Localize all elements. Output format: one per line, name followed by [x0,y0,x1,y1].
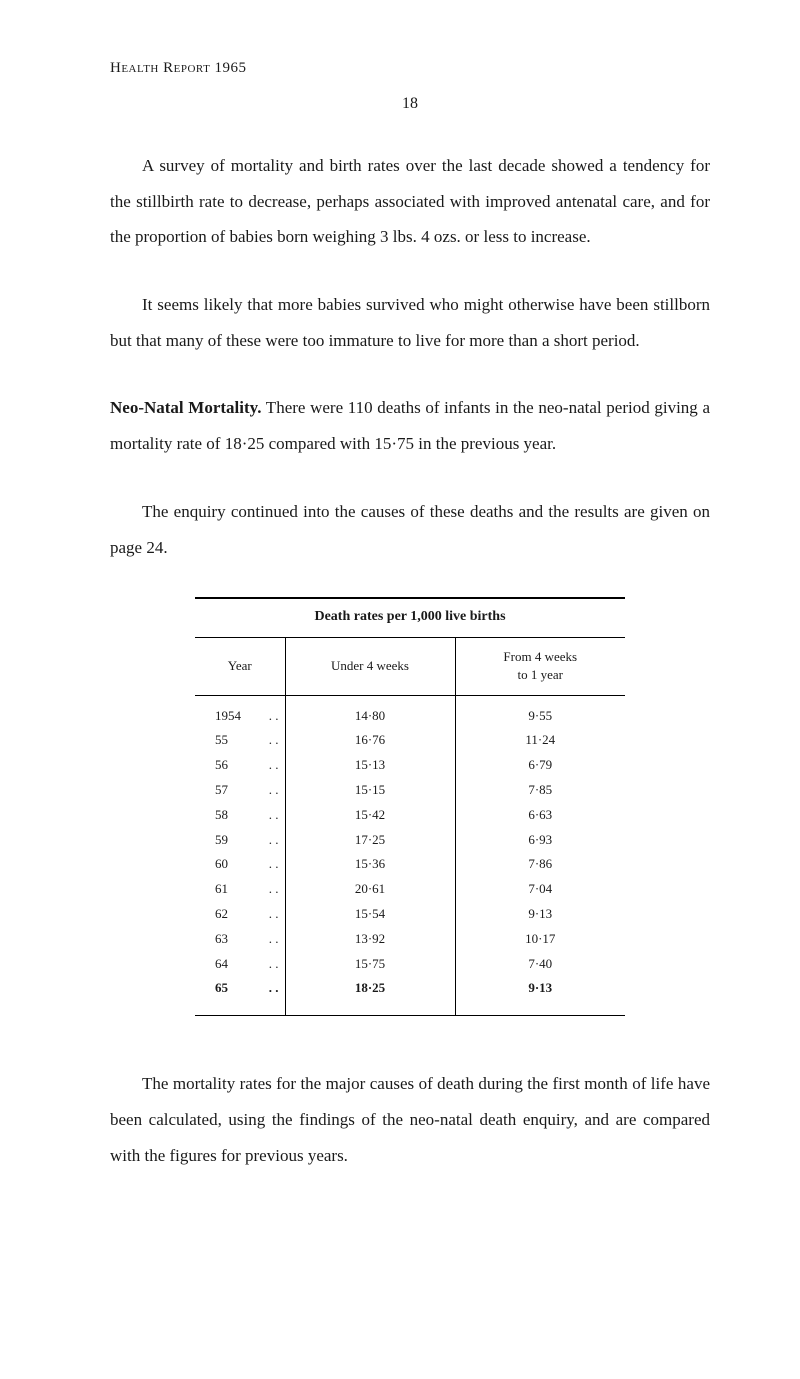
from4-cell: 9·13 [455,976,625,1015]
under4-cell: 20·61 [285,877,455,902]
table-row: 55. .16·7611·24 [195,728,625,753]
table-row: 64. .15·757·40 [195,952,625,977]
table-header-row: Year Under 4 weeks From 4 weeks to 1 yea… [195,638,625,695]
mortality-table: Year Under 4 weeks From 4 weeks to 1 yea… [195,637,625,1015]
from4-cell: 7·04 [455,877,625,902]
table-row: 63. .13·9210·17 [195,927,625,952]
under4-cell: 15·36 [285,852,455,877]
table-row: 58. .15·426·63 [195,803,625,828]
paragraph-2: It seems likely that more babies survive… [110,287,710,358]
under4-cell: 13·92 [285,927,455,952]
table-title: Death rates per 1,000 live births [195,598,625,637]
from4-cell: 10·17 [455,927,625,952]
year-cell: 64. . [195,952,285,977]
from4-cell: 9·13 [455,902,625,927]
from4-cell: 6·93 [455,828,625,853]
table-row: 59. .17·256·93 [195,828,625,853]
under4-cell: 15·15 [285,778,455,803]
document-header: Health Report 1965 [110,60,710,77]
table-row: 61. .20·617·04 [195,877,625,902]
table-row: 60. .15·367·86 [195,852,625,877]
table-row: 57. .15·157·85 [195,778,625,803]
year-cell: 56. . [195,753,285,778]
table-row: 56. .15·136·79 [195,753,625,778]
under4-cell: 15·13 [285,753,455,778]
from4-cell: 6·79 [455,753,625,778]
year-cell: 62. . [195,902,285,927]
under4-cell: 14·80 [285,695,455,728]
year-cell: 61. . [195,877,285,902]
table-row: 1954. .14·809·55 [195,695,625,728]
under4-cell: 15·42 [285,803,455,828]
from4-cell: 7·86 [455,852,625,877]
mortality-table-container: Death rates per 1,000 live births Year U… [195,597,625,1016]
table-row: 65. .18·259·13 [195,976,625,1015]
under4-cell: 17·25 [285,828,455,853]
year-cell: 58. . [195,803,285,828]
year-cell: 59. . [195,828,285,853]
from4-cell: 9·55 [455,695,625,728]
under4-cell: 15·75 [285,952,455,977]
from4-cell: 11·24 [455,728,625,753]
under4-cell: 15·54 [285,902,455,927]
under4-cell: 16·76 [285,728,455,753]
year-cell: 55. . [195,728,285,753]
column-header-under4: Under 4 weeks [285,638,455,695]
paragraph-5: The mortality rates for the major causes… [110,1066,710,1173]
year-cell: 57. . [195,778,285,803]
column-header-year: Year [195,638,285,695]
section-title: Neo-Natal Mortality. [110,398,261,417]
paragraph-4: The enquiry continued into the causes of… [110,494,710,565]
from4-cell: 7·85 [455,778,625,803]
from4-cell: 6·63 [455,803,625,828]
under4-cell: 18·25 [285,976,455,1015]
year-cell: 65. . [195,976,285,1015]
from4-cell: 7·40 [455,952,625,977]
paragraph-3: Neo-Natal Mortality. There were 110 deat… [110,390,710,461]
paragraph-1: A survey of mortality and birth rates ov… [110,148,710,255]
table-row: 62. .15·549·13 [195,902,625,927]
year-cell: 63. . [195,927,285,952]
column-header-from4: From 4 weeks to 1 year [455,638,625,695]
year-cell: 60. . [195,852,285,877]
year-cell: 1954. . [195,695,285,728]
page-number: 18 [110,95,710,113]
